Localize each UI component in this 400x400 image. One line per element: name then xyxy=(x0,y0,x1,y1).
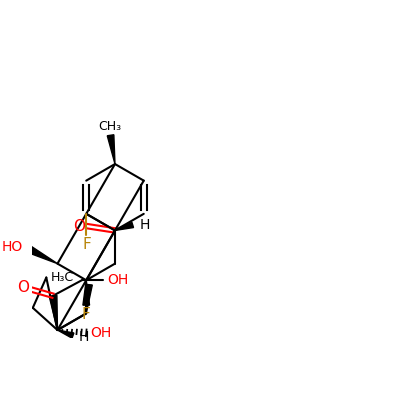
Text: HO: HO xyxy=(1,240,23,254)
Text: CH₃: CH₃ xyxy=(98,120,121,133)
Text: H: H xyxy=(78,330,89,344)
Text: F: F xyxy=(82,307,91,322)
Polygon shape xyxy=(115,222,134,230)
Polygon shape xyxy=(58,330,74,338)
Text: O: O xyxy=(74,218,86,234)
Text: OH: OH xyxy=(107,273,128,287)
Polygon shape xyxy=(86,284,92,314)
Polygon shape xyxy=(83,280,90,305)
Text: F: F xyxy=(83,237,92,252)
Text: H₃C: H₃C xyxy=(50,271,74,284)
Polygon shape xyxy=(25,245,58,264)
Text: H: H xyxy=(139,218,150,232)
Polygon shape xyxy=(107,135,115,164)
Text: OH: OH xyxy=(91,326,112,340)
Text: O: O xyxy=(17,280,29,296)
Polygon shape xyxy=(49,295,58,330)
